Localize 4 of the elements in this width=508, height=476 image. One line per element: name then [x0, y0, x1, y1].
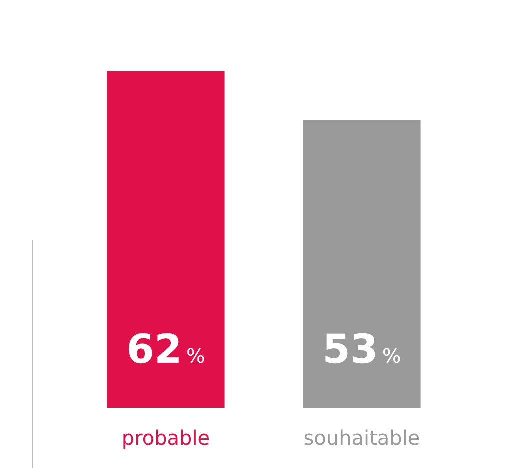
x-tick-label: probable	[122, 426, 210, 450]
data-label: 62%	[126, 327, 206, 373]
data-label: 53%	[322, 327, 402, 373]
x-tick-label: souhaitable	[304, 426, 420, 450]
